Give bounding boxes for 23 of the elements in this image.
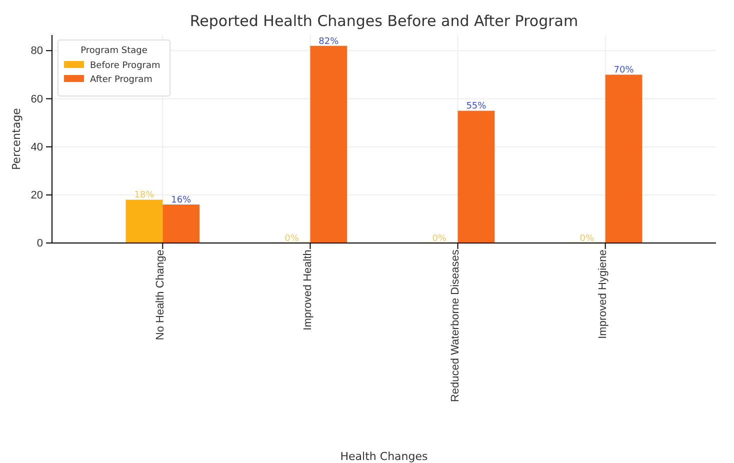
y-tick-label: 80 bbox=[30, 45, 43, 58]
legend-label: After Program bbox=[90, 75, 152, 85]
legend-label: Before Program bbox=[90, 61, 160, 71]
data-label: 0% bbox=[580, 234, 594, 244]
x-tick-label: No Health Change bbox=[154, 250, 166, 340]
legend-title: Program Stage bbox=[80, 46, 148, 56]
y-tick-label: 20 bbox=[30, 189, 43, 202]
x-tick-label: Improved Health bbox=[302, 250, 314, 330]
x-axis-title: Health Changes bbox=[340, 450, 428, 463]
y-tick-label: 40 bbox=[30, 141, 43, 154]
data-label: 0% bbox=[432, 234, 447, 244]
y-tick-label: 60 bbox=[30, 93, 43, 106]
chart-title: Reported Health Changes Before and After Program bbox=[190, 12, 578, 30]
data-label: 55% bbox=[466, 102, 487, 112]
x-tick-label: Improved Hygiene bbox=[597, 250, 610, 339]
data-label: 16% bbox=[171, 196, 192, 206]
y-tick-label: 0 bbox=[36, 238, 43, 250]
data-label: 18% bbox=[134, 190, 155, 201]
data-label: 70% bbox=[614, 66, 634, 76]
x-tick-label: Reduced Waterborne Diseases bbox=[449, 249, 462, 402]
data-label: 0% bbox=[284, 234, 300, 244]
y-axis-title: Percentage bbox=[10, 108, 23, 170]
data-label: 82% bbox=[318, 36, 340, 47]
